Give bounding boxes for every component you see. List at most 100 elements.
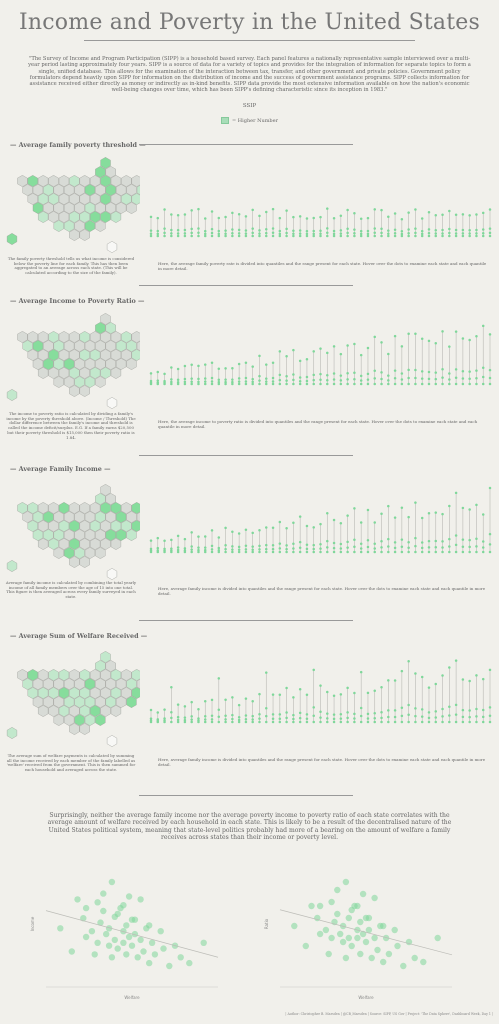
quantile-dot (183, 213, 187, 216)
quantile-dot (359, 229, 363, 233)
quantile-dot (203, 548, 207, 552)
scatter-ratio-vs-welfare[interactable]: Welfare Ratio (262, 855, 462, 1005)
quantile-dot (353, 545, 356, 549)
quantile-dot (217, 382, 221, 386)
state-hex (126, 696, 137, 708)
quantile-dot (326, 712, 329, 715)
quantile-dot (420, 217, 424, 220)
quantile-dot (163, 372, 166, 376)
quantile-dot (380, 685, 383, 689)
state-hex (53, 678, 64, 690)
quantile-dot (197, 382, 200, 386)
quantile-dot (176, 234, 180, 238)
quantile-dot (163, 549, 166, 552)
quantile-dot (190, 380, 193, 383)
quantile-dot (190, 548, 193, 551)
quantile-dot (292, 215, 295, 219)
dot-range-income-poverty-ratio[interactable] (145, 310, 495, 390)
intro-quote: "The Survey of Income and Program Partic… (28, 56, 471, 94)
state-hex (32, 184, 44, 196)
state-hex (69, 331, 80, 343)
state-hex (32, 340, 44, 352)
state-range (163, 208, 166, 238)
quantile-dot (312, 706, 315, 709)
state-hex (58, 175, 70, 187)
state-range (359, 353, 363, 386)
quantile-dot (251, 720, 254, 724)
caption-left-income-poverty-ratio: The income to poverty ratio is calculate… (6, 411, 136, 440)
legend-swatch (221, 117, 229, 124)
state-hex (74, 184, 85, 196)
quantile-dot (224, 714, 227, 718)
quantile-dot (346, 382, 349, 386)
quantile-dot (353, 371, 356, 375)
state-range (265, 526, 268, 554)
state-hex (74, 376, 85, 388)
quantile-dot (312, 720, 315, 724)
quantile-dot (285, 550, 288, 554)
state-hex (43, 678, 54, 690)
quantile-dot (258, 712, 261, 716)
quantile-dot (265, 210, 268, 214)
quantile-dot (427, 711, 431, 714)
state-hex (95, 358, 106, 370)
quantile-dot (278, 229, 282, 233)
quantile-dot (393, 516, 397, 519)
quantile-dot (461, 228, 465, 232)
quantile-dot (278, 232, 282, 236)
quantile-dot (420, 675, 424, 679)
state-hex (32, 358, 44, 370)
quantile-dot (359, 382, 363, 386)
quantile-dot (217, 232, 221, 236)
state-range (353, 211, 356, 238)
state-range (210, 529, 214, 554)
quantile-dot (326, 717, 329, 720)
scatter-point (166, 962, 173, 970)
quantile-dot (400, 720, 404, 724)
quantile-dot (217, 550, 221, 554)
state-range (163, 708, 166, 724)
quantile-dot (393, 369, 397, 372)
state-hex (95, 696, 106, 708)
state-range (305, 693, 309, 724)
state-range (339, 693, 343, 724)
hex-map-poverty-threshold[interactable] (0, 153, 140, 255)
scatter-income-vs-welfare[interactable]: Welfare Income (28, 855, 228, 1005)
quantile-dot (468, 338, 471, 342)
quantile-dot (332, 717, 336, 721)
quantile-dot (298, 515, 302, 518)
state-range (305, 217, 309, 238)
hex-map-family-income[interactable] (0, 480, 140, 580)
state-hex (69, 229, 80, 241)
state-hex (58, 331, 70, 343)
quantile-dot (298, 232, 302, 235)
state-hex-hawaii (106, 397, 118, 409)
state-hex (53, 511, 64, 523)
state-range (176, 213, 180, 238)
quantile-dot (258, 374, 261, 378)
quantile-dot (414, 234, 417, 238)
quantile-dot (237, 380, 241, 383)
quantile-dot (326, 374, 329, 377)
dot-range-welfare[interactable] (145, 648, 495, 728)
state-hex (74, 358, 85, 370)
dot-range-family-income[interactable] (145, 478, 495, 558)
dot-range-poverty-threshold[interactable] (145, 172, 495, 242)
state-range (427, 339, 431, 386)
state-range (488, 668, 492, 724)
state-range (292, 215, 295, 238)
quantile-dot (468, 234, 471, 238)
quantile-dot (231, 380, 234, 384)
hex-map-income-poverty-ratio[interactable] (0, 309, 140, 409)
quantile-dot (305, 713, 309, 716)
quantile-dot (244, 720, 248, 724)
state-hex (110, 331, 122, 343)
quantile-dot (183, 547, 187, 550)
quantile-dot (366, 216, 370, 220)
state-hex (38, 705, 49, 717)
scatter-point (420, 958, 427, 966)
quantile-dot (400, 382, 404, 386)
quantile-dot (210, 231, 214, 235)
hex-map-welfare[interactable] (0, 647, 140, 747)
quantile-dot (217, 708, 221, 712)
